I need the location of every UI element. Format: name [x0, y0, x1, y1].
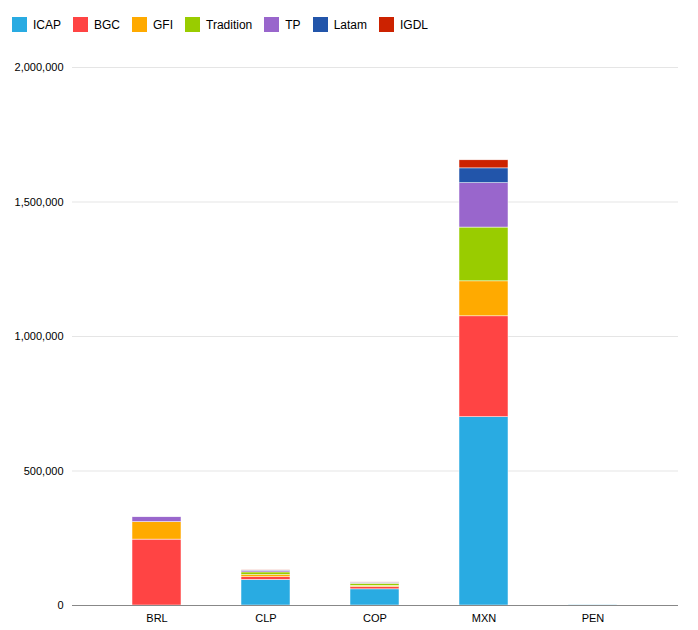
html-text:Latam: Latam: [333, 17, 367, 32]
svg-text:1,500,000: 1,500,000: [15, 196, 64, 208]
svg-text:CLP: CLP: [255, 612, 276, 624]
html-text:ICAP: ICAP: [33, 17, 61, 32]
html-text:BGC: BGC: [94, 17, 120, 32]
html-text:GFI: GFI: [153, 17, 173, 32]
svg-text:COP: COP: [363, 612, 387, 624]
svg-text:2,000,000: 2,000,000: [15, 61, 64, 73]
html-text:Tradition: Tradition: [206, 17, 253, 32]
svg-text:500,000: 500,000: [24, 465, 64, 477]
svg-text:PEN: PEN: [582, 612, 605, 624]
svg-text:1,000,000: 1,000,000: [15, 330, 64, 342]
svg-text:MXN: MXN: [472, 612, 497, 624]
svg-text:0: 0: [57, 599, 63, 611]
html-text:TP: TP: [285, 17, 301, 32]
svg-text:BRL: BRL: [146, 612, 167, 624]
html-text:IGDL: IGDL: [400, 17, 428, 32]
